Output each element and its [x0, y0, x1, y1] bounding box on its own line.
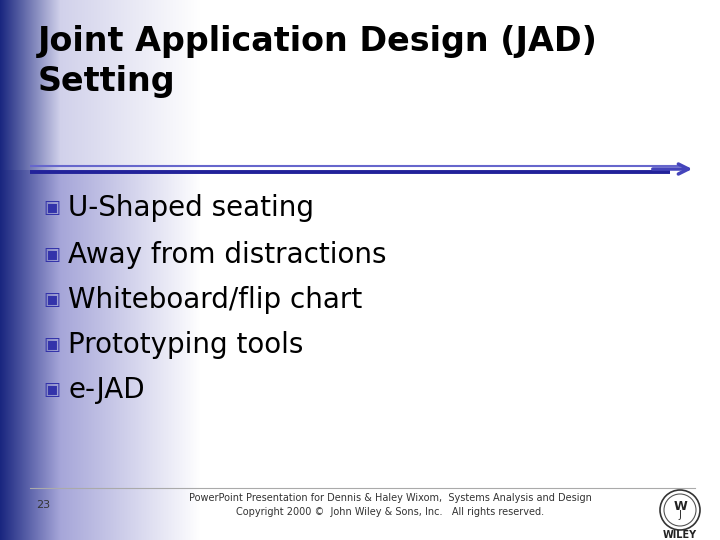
Text: Joint Application Design (JAD): Joint Application Design (JAD): [38, 25, 598, 58]
Text: Setting: Setting: [38, 65, 176, 98]
Text: Prototyping tools: Prototyping tools: [68, 331, 303, 359]
Circle shape: [660, 490, 700, 530]
Text: J: J: [678, 510, 681, 520]
Text: 23: 23: [36, 500, 50, 510]
Text: Away from distractions: Away from distractions: [68, 241, 387, 269]
Text: ▣: ▣: [43, 291, 60, 309]
Text: Whiteboard/flip chart: Whiteboard/flip chart: [68, 286, 362, 314]
Circle shape: [664, 494, 696, 526]
Text: PowerPoint Presentation for Dennis & Haley Wixom,  Systems Analysis and Design: PowerPoint Presentation for Dennis & Hal…: [189, 493, 591, 503]
Text: WILEY: WILEY: [663, 530, 697, 540]
Text: W: W: [673, 501, 687, 514]
Text: ▣: ▣: [43, 199, 60, 217]
Text: ▣: ▣: [43, 246, 60, 264]
Text: e-JAD: e-JAD: [68, 376, 145, 404]
Text: Copyright 2000 ©  John Wiley & Sons, Inc.   All rights reserved.: Copyright 2000 © John Wiley & Sons, Inc.…: [236, 507, 544, 517]
Text: ▣: ▣: [43, 381, 60, 399]
Text: ▣: ▣: [43, 336, 60, 354]
Text: U-Shaped seating: U-Shaped seating: [68, 194, 314, 222]
